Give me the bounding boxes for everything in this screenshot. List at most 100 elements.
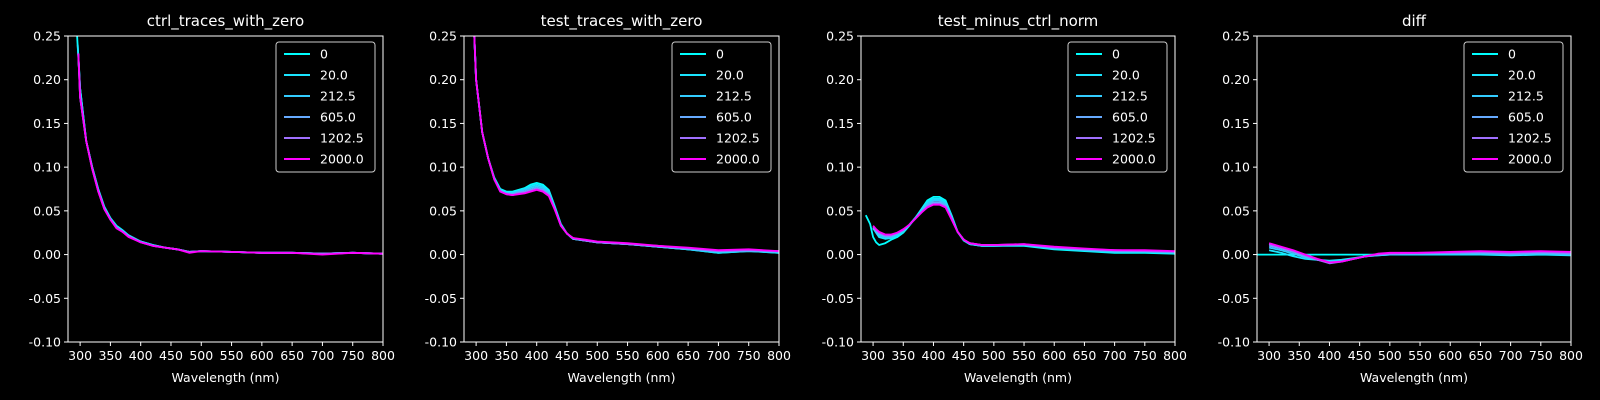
x-tick-label: 750 xyxy=(341,348,365,363)
legend-entry-label: 20.0 xyxy=(1508,68,1536,83)
legend-entry-label: 1202.5 xyxy=(716,131,760,146)
x-tick-label: 450 xyxy=(952,348,976,363)
x-tick-label: 350 xyxy=(98,348,122,363)
y-tick-label: 0.10 xyxy=(826,160,854,175)
x-tick-label: 400 xyxy=(525,348,549,363)
x-tick-label: 450 xyxy=(159,348,183,363)
x-tick-label: 650 xyxy=(1468,348,1492,363)
x-tick-label: 700 xyxy=(706,348,730,363)
y-tick-label: 0.15 xyxy=(1222,116,1250,131)
axes-frame xyxy=(1256,35,1572,343)
x-tick-label: 750 xyxy=(1133,348,1157,363)
legend-entry-label: 20.0 xyxy=(320,68,348,83)
series-group xyxy=(76,36,383,256)
legend-entry-label: 2000.0 xyxy=(716,152,760,167)
y-tick-label: -0.10 xyxy=(425,335,457,350)
x-tick-label: 300 xyxy=(1257,348,1281,363)
y-tick-label: -0.05 xyxy=(425,291,457,306)
x-tick-label: 650 xyxy=(280,348,304,363)
x-tick-label: 550 xyxy=(1408,348,1432,363)
x-tick-label: 500 xyxy=(585,348,609,363)
x-tick-label: 750 xyxy=(1529,348,1553,363)
legend-entry-label: 2000.0 xyxy=(1508,152,1552,167)
legend-entry-label: 1202.5 xyxy=(1112,131,1156,146)
x-tick-label: 700 xyxy=(1499,348,1523,363)
x-tick-label: 500 xyxy=(982,348,1006,363)
x-tick-label: 800 xyxy=(767,348,791,363)
y-tick-label: -0.10 xyxy=(822,335,854,350)
legend-entry-label: 0 xyxy=(1112,47,1120,62)
x-tick-label: 600 xyxy=(1438,348,1462,363)
x-tick-label: 500 xyxy=(1378,348,1402,363)
chart-title: diff xyxy=(1402,12,1427,30)
x-axis-label: Wavelength (nm) xyxy=(172,370,280,385)
legend-entry-label: 20.0 xyxy=(1112,68,1140,83)
y-tick-label: 0.15 xyxy=(33,116,61,131)
x-tick-label: 300 xyxy=(861,348,885,363)
axes-frame xyxy=(860,35,1176,343)
series-line-2000.0 xyxy=(872,203,1175,252)
legend-entry-label: 2000.0 xyxy=(320,152,364,167)
x-tick-label: 650 xyxy=(676,348,700,363)
y-tick-label: 0.05 xyxy=(33,203,61,218)
legend-entry-label: 2000.0 xyxy=(1112,152,1156,167)
legend-entry-label: 0 xyxy=(716,47,724,62)
y-tick-label: -0.10 xyxy=(1218,335,1250,350)
chart-title: ctrl_traces_with_zero xyxy=(147,12,304,31)
legend-entry-label: 1202.5 xyxy=(320,131,364,146)
legend-entry-label: 212.5 xyxy=(320,89,356,104)
y-tick-label: 0.25 xyxy=(429,29,457,44)
y-tick-label: 0.00 xyxy=(826,247,854,262)
chart-panel-3: test_minus_ctrl_norm 300 350 400 450 500 550 60… xyxy=(822,12,1187,385)
series-group xyxy=(1257,242,1571,265)
legend-entry-label: 0 xyxy=(1508,47,1516,62)
x-tick-label: 400 xyxy=(129,348,153,363)
x-tick-label: 300 xyxy=(68,348,92,363)
chart-title: test_minus_ctrl_norm xyxy=(938,12,1099,31)
legend-entry-label: 605.0 xyxy=(716,110,752,125)
y-tick-label: 0.00 xyxy=(429,247,457,262)
axes-frame xyxy=(67,35,384,343)
x-tick-label: 450 xyxy=(555,348,579,363)
y-tick-label: 0.10 xyxy=(1222,160,1250,175)
y-tick-label: -0.05 xyxy=(822,291,854,306)
x-tick-label: 800 xyxy=(1559,348,1583,363)
series-line-2000.0 xyxy=(77,53,383,256)
x-tick-label: 700 xyxy=(310,348,334,363)
y-tick-label: 0.20 xyxy=(1222,72,1250,87)
x-tick-label: 750 xyxy=(737,348,761,363)
legend-entry-label: 605.0 xyxy=(320,110,356,125)
legend-entry-label: 605.0 xyxy=(1508,110,1544,125)
series-line-2000.0 xyxy=(473,36,779,252)
legend: 0 20.0 212.5 605.0 1202.5 2000.0 xyxy=(275,41,376,173)
legend: 0 20.0 212.5 605.0 1202.5 2000.0 xyxy=(1067,41,1168,173)
x-tick-label: 550 xyxy=(616,348,640,363)
y-tick-label: 0.15 xyxy=(429,116,457,131)
y-tick-label: 0.10 xyxy=(33,160,61,175)
y-tick-label: 0.05 xyxy=(1222,203,1250,218)
x-tick-label: 550 xyxy=(220,348,244,363)
y-tick-label: 0.20 xyxy=(429,72,457,87)
y-tick-label: -0.10 xyxy=(29,335,61,350)
x-tick-label: 800 xyxy=(1163,348,1187,363)
x-tick-label: 400 xyxy=(1318,348,1342,363)
y-tick-label: 0.25 xyxy=(826,29,854,44)
legend-entry-label: 212.5 xyxy=(716,89,752,104)
x-tick-label: 500 xyxy=(189,348,213,363)
y-tick-label: 0.15 xyxy=(826,116,854,131)
x-axis-label: Wavelength (nm) xyxy=(1360,370,1468,385)
x-tick-label: 600 xyxy=(1042,348,1066,363)
legend: 0 20.0 212.5 605.0 1202.5 2000.0 xyxy=(1463,41,1564,173)
series-group xyxy=(473,36,779,254)
chart-panel-1: ctrl_traces_with_zero 300 350 400 450 500 550 6… xyxy=(29,12,395,385)
x-tick-label: 350 xyxy=(494,348,518,363)
x-tick-label: 300 xyxy=(464,348,488,363)
y-tick-label: 0.00 xyxy=(1222,247,1250,262)
x-tick-label: 450 xyxy=(1348,348,1372,363)
y-tick-label: -0.05 xyxy=(1218,291,1250,306)
legend-entry-label: 1202.5 xyxy=(1508,131,1552,146)
y-tick-label: 0.25 xyxy=(33,29,61,44)
y-tick-label: 0.05 xyxy=(429,203,457,218)
chart-panel-2: test_traces_with_zero 300 350 400 450 500 550 6… xyxy=(425,12,791,385)
